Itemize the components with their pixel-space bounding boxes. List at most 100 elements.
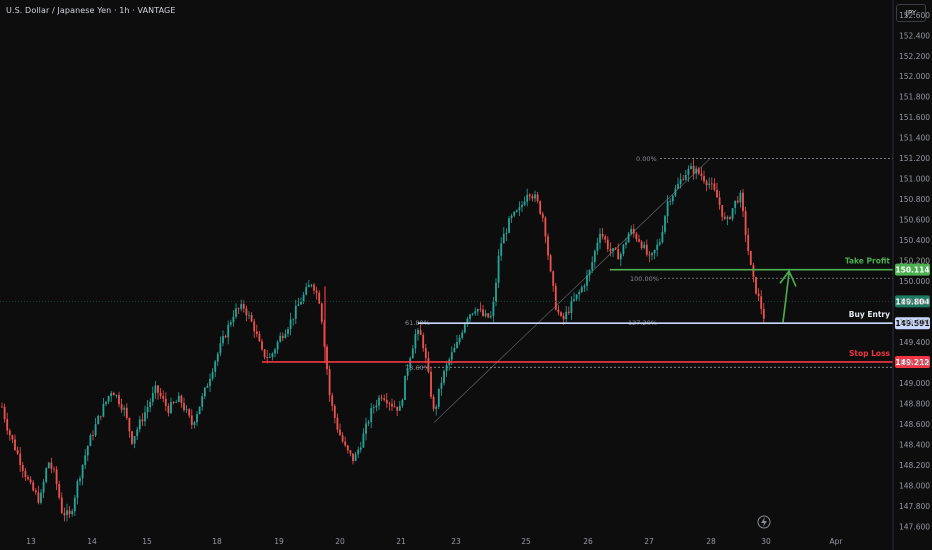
candle-body [718, 197, 721, 205]
candle-body [326, 346, 328, 370]
candle-body [136, 429, 139, 437]
candle-body [188, 409, 191, 416]
candle-body [573, 299, 575, 301]
candle-body [86, 446, 89, 456]
currency-button[interactable]: JPY [896, 4, 926, 22]
candle-body [635, 233, 638, 240]
candle-body [242, 304, 245, 309]
candle-body [214, 361, 217, 372]
candle-body [450, 352, 453, 360]
candle-body [229, 322, 232, 325]
candle-body [736, 200, 739, 203]
candle-body [674, 188, 677, 196]
candle-body [682, 179, 685, 181]
candle-body [333, 405, 336, 418]
candle-body [424, 348, 427, 358]
candle-body [539, 201, 542, 214]
y-tick-label: 151.800 [899, 93, 930, 102]
candle-body [258, 333, 261, 342]
candle-body [224, 336, 227, 338]
candle-body [705, 181, 708, 186]
candle-body [118, 395, 120, 405]
x-tick-label: 27 [644, 537, 654, 546]
x-tick-label: 26 [583, 537, 593, 546]
candle-body [482, 309, 484, 316]
candle-body [427, 357, 430, 372]
candle-body [167, 405, 170, 414]
candle-body [695, 168, 698, 174]
candle-body [159, 392, 162, 397]
x-tick-label: 18 [212, 537, 222, 546]
candle-body [710, 183, 713, 185]
current-price-tag: 149.804 [895, 297, 929, 306]
candle-body [300, 301, 302, 305]
x-tick-label: 28 [706, 537, 716, 546]
candle-body [755, 276, 757, 294]
candle-body [601, 233, 604, 237]
candle-body [198, 406, 201, 415]
y-tick-label: 152.400 [899, 31, 930, 40]
candle-body [435, 406, 438, 409]
time-axis[interactable]: 13 14 15 18 19 20 21 23 25 26 27 28 30 Apr [26, 537, 843, 546]
candle-body [378, 397, 380, 406]
candle-body [102, 404, 105, 417]
candle-body [484, 313, 487, 316]
y-tick-label: 151.200 [899, 154, 930, 163]
y-tick-label: 152.600 [899, 11, 930, 20]
price-axis[interactable]: 147.600 147.800 148.000 148.200 148.400 148.6… [892, 0, 930, 550]
candle-body [240, 304, 243, 309]
candle-body [401, 399, 404, 406]
candle-body [274, 349, 276, 354]
y-tick-label: 150.000 [899, 277, 930, 286]
y-tick-label: 149.000 [899, 379, 930, 388]
candle-body [708, 183, 711, 186]
candle-body [261, 341, 263, 350]
x-tick-label: 25 [521, 537, 531, 546]
candle-body [29, 479, 32, 483]
candle-body [24, 471, 27, 478]
buy-entry-tag: 149.591 [895, 319, 929, 328]
candle-body [638, 239, 640, 242]
candle-body [365, 423, 367, 434]
candle-body [125, 407, 128, 418]
candle-body [411, 348, 414, 359]
x-tick-label: 15 [142, 537, 152, 546]
candle-body [432, 396, 435, 409]
candle-body [505, 232, 508, 234]
candle-body [445, 364, 448, 372]
candle-body [375, 405, 378, 408]
candle-body [640, 241, 643, 249]
candle-body [398, 405, 401, 411]
candle-body [354, 454, 357, 462]
y-tick-label: 151.400 [899, 134, 930, 143]
candle-body [742, 192, 744, 212]
candle-body [138, 419, 141, 430]
candle-body [734, 200, 737, 209]
candle-body [328, 369, 331, 396]
candle-body [346, 445, 349, 451]
candle-body [380, 397, 383, 399]
stop-loss-tag: 149.212 [895, 358, 929, 367]
candle-body [396, 406, 399, 411]
candle-body [172, 402, 175, 403]
candle-body [248, 314, 250, 316]
candle-body [515, 210, 518, 212]
candle-body [16, 450, 19, 454]
candle-body [614, 248, 617, 250]
chart-title: U.S. Dollar / Japanese Yen · 1h · VANTAG… [6, 6, 176, 15]
candle-body [144, 412, 146, 422]
candle-body [81, 464, 84, 479]
candle-body [599, 233, 601, 243]
candles [1, 159, 765, 522]
x-tick-label: 19 [274, 537, 284, 546]
candle-body [588, 270, 591, 276]
candle-body [305, 287, 308, 295]
candle-body [92, 435, 94, 437]
y-tick-label: 148.000 [899, 481, 930, 490]
candle-body [630, 228, 633, 234]
y-tick-label: 151.000 [899, 175, 930, 184]
lightning-icon[interactable] [757, 515, 771, 529]
candle-body [744, 211, 747, 235]
candle-body [567, 311, 570, 313]
